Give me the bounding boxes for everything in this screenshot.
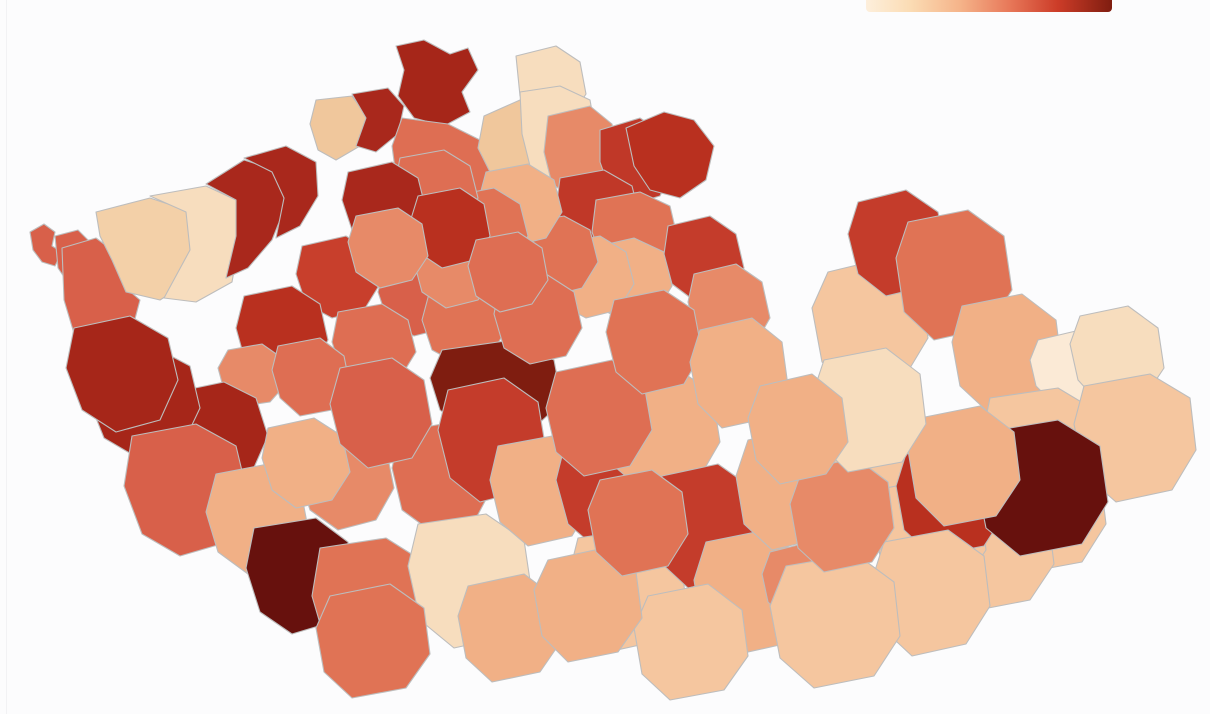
district-karlovy-vary[interactable]	[149, 185, 241, 303]
district-chrudim[interactable]	[605, 289, 703, 395]
color-scale-legend[interactable]	[866, 0, 1112, 12]
district-trebic-s[interactable]	[633, 583, 749, 701]
district-tachov[interactable]	[65, 315, 179, 433]
district-most[interactable]	[243, 145, 319, 239]
district-rychnov[interactable]	[625, 111, 715, 199]
district-extra-c-2[interactable]	[347, 207, 429, 289]
districts-layer[interactable]	[29, 39, 1197, 701]
legend-gradient-bar	[866, 0, 1112, 12]
district-prerov[interactable]	[907, 405, 1021, 527]
district-extra-s-2[interactable]	[587, 469, 689, 577]
district-strakonice[interactable]	[261, 417, 351, 509]
district-znojmo[interactable]	[769, 553, 901, 689]
district-decin[interactable]	[395, 39, 479, 127]
district-teplice[interactable]	[309, 95, 369, 161]
district-usti-nad-labem[interactable]	[351, 87, 405, 153]
district-extra-ne-1[interactable]	[747, 373, 849, 485]
district-strakonice-sw[interactable]	[315, 583, 431, 699]
district-pribram[interactable]	[329, 357, 433, 469]
left-edge-rule	[6, 0, 7, 714]
district-extra-c-1[interactable]	[467, 231, 549, 313]
